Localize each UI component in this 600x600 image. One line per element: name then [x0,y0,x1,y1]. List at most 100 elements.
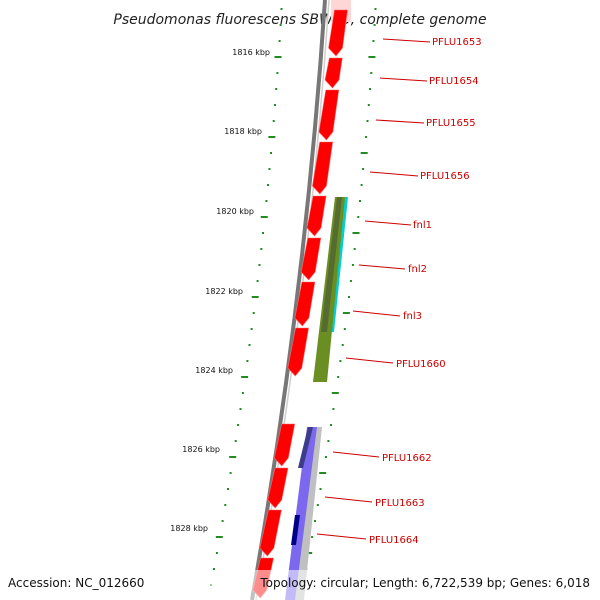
gene-arrow[interactable] [312,141,334,195]
minor-tick [213,568,215,570]
minor-tick [272,120,275,122]
minor-tick [267,184,269,186]
minor-tick [275,88,278,90]
kbp-label: 1828 kbp [170,524,208,533]
minor-tick [250,328,253,330]
minor-tick [270,152,272,154]
minor-tick [341,344,344,346]
gene-label[interactable]: PFLU1655 [426,118,476,129]
gene-arrow[interactable] [324,57,343,89]
minor-tick [221,520,224,522]
minor-tick [324,456,327,458]
minor-tick [374,8,377,10]
minor-tick [314,520,316,522]
gene-leader-line [332,451,380,458]
genome-backbone [250,0,327,600]
gene-label[interactable]: PFLU1653 [432,37,482,48]
minor-tick [343,328,346,330]
minor-tick [330,424,332,426]
kbp-label: 1816 kbp [232,48,270,57]
minor-tick [280,8,283,10]
accession-text: Accession: NC_012660 [8,576,144,590]
minor-tick [367,104,370,106]
minor-tick [316,504,319,506]
gene-arrow[interactable] [267,467,289,509]
kbp-label: 1820 kbp [216,207,254,216]
minor-tick [241,392,244,394]
gene-arrow[interactable] [259,509,282,557]
minor-tick [276,72,279,74]
gene-leader-line [379,77,428,82]
minor-tick [339,360,342,362]
gene-label[interactable]: fnl2 [408,264,427,275]
major-tick [368,56,376,58]
major-tick [352,232,360,234]
gene-arrow[interactable] [273,423,296,467]
minor-tick [370,72,373,74]
major-tick [215,536,223,538]
gene-arrow[interactable] [300,237,322,281]
minor-tick [260,248,263,250]
gene-leader-line [316,533,367,540]
minor-tick [351,264,354,266]
minor-tick [262,232,264,234]
gene-label[interactable]: PFLU1656 [420,171,470,182]
minor-tick [229,472,232,474]
major-tick [268,136,276,138]
minor-tick [365,136,368,138]
gene-arrow[interactable] [294,281,316,327]
gene-label[interactable]: fnl3 [403,311,422,322]
footer-backdrop [0,570,600,600]
minor-tick [348,296,350,298]
major-tick [260,216,268,218]
major-tick [360,152,368,154]
minor-tick [224,504,227,506]
gene-label[interactable]: PFLU1654 [429,76,479,87]
minor-tick [278,40,281,42]
major-tick [229,456,237,458]
minor-tick [337,376,340,378]
minor-tick [349,280,352,282]
minor-tick [227,488,229,490]
minor-tick [366,120,369,122]
gene-leader-line [375,119,425,124]
gene-label[interactable]: fnl1 [413,220,432,231]
topology-text: Topology: circular; Length: 6,722,539 bp… [259,576,590,590]
gray-feature-bar [294,427,322,600]
minor-tick [327,440,330,442]
gene-label[interactable]: PFLU1663 [375,498,425,509]
minor-tick [353,248,356,250]
gene-arrow[interactable] [287,327,309,377]
kbp-label: 1826 kbp [182,445,220,454]
gene-arrow[interactable] [306,195,327,237]
gene-leader-line [382,38,431,43]
minor-tick [319,488,322,490]
gene-leader-line [324,496,373,503]
minor-tick [268,168,271,170]
minor-tick [279,24,282,26]
gene-arrow[interactable] [328,9,348,57]
minor-tick [360,184,363,186]
major-tick [241,376,249,378]
minor-tick [274,104,276,106]
left-tick-track [210,8,283,586]
minor-tick [252,312,255,314]
minor-tick [359,200,361,202]
gene-leader-line [369,171,419,177]
kbp-label-group: 1816 kbp 1818 kbp 1820 kbp 1822 kbp 1824… [170,48,270,533]
gene-label[interactable]: PFLU1660 [396,359,446,370]
kbp-label: 1824 kbp [195,366,233,375]
minor-tick [239,408,242,410]
minor-tick [256,280,259,282]
navy-feature-bar [291,515,300,545]
violet-feature-bar [285,427,317,600]
gene-arrow[interactable] [318,89,340,141]
gene-label[interactable]: PFLU1662 [382,453,432,464]
major-tick [331,392,339,394]
minor-tick [373,24,376,26]
kbp-label: 1818 kbp [224,127,262,136]
minor-tick [258,264,261,266]
gene-label[interactable]: PFLU1664 [369,535,419,546]
minor-tick [357,216,360,218]
